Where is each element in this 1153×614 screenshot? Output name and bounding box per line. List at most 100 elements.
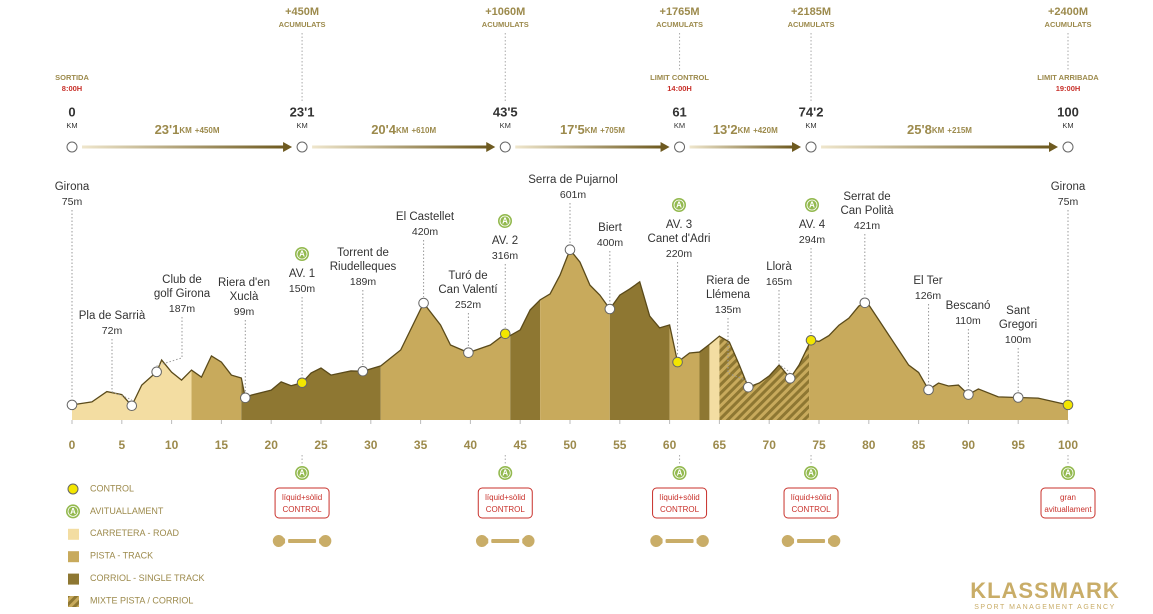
- leg-arrowhead: [660, 142, 670, 152]
- legend-label: PISTA - TRACK: [90, 551, 153, 561]
- x-tick-label: 75: [812, 438, 826, 452]
- leader-line: [111, 339, 132, 401]
- wrench-end: [650, 535, 663, 547]
- waypoint-name: Can Polità: [840, 205, 894, 217]
- accumulated-note: ACUMULATS: [279, 20, 326, 29]
- accumulated-gain: +450M: [285, 6, 319, 18]
- aid-icon-letter: A: [299, 250, 305, 259]
- km-label: 61: [672, 104, 686, 119]
- aid-icon-ring: [805, 467, 817, 479]
- x-tick-label: 5: [118, 438, 125, 452]
- x-tick-label: 40: [464, 438, 478, 452]
- wrench-end: [272, 535, 286, 547]
- waypoint-elevation: 421m: [854, 220, 881, 232]
- leg-arrow: [689, 145, 794, 149]
- km-marker: [805, 141, 817, 153]
- x-tick-label: 30: [364, 438, 378, 452]
- waypoint-dot: [499, 328, 511, 340]
- waypoint-elevation: 189m: [350, 276, 377, 288]
- aid-box: [652, 487, 708, 519]
- time-value: 8:00H: [62, 84, 82, 93]
- leg-label: 13'2KM +420M: [713, 122, 778, 137]
- x-tick-label: 0: [69, 438, 76, 452]
- km-label: 100: [1057, 104, 1079, 119]
- leg-part: +450M: [195, 126, 220, 135]
- leg-part: +420M: [753, 126, 778, 135]
- leg-part: 23'1: [155, 122, 180, 137]
- x-tick-label: 45: [514, 438, 528, 452]
- aid-icon-letter: A: [502, 217, 508, 226]
- surface-band: [380, 249, 511, 420]
- aid-text: CONTROL: [660, 505, 700, 514]
- x-tick-label: 80: [862, 438, 876, 452]
- aid-icon-ring: [499, 467, 511, 479]
- waypoint-name: Riera de: [706, 275, 749, 287]
- time-note: LIMIT ARRIBADA: [1037, 73, 1099, 82]
- x-tick-label: 55: [613, 438, 627, 452]
- aid-icon-ring: [499, 215, 511, 227]
- km-unit: KM: [805, 121, 816, 130]
- waypoint-name: golf Girona: [154, 288, 211, 300]
- waypoint-dot: [672, 356, 683, 368]
- aid-box: [783, 487, 839, 519]
- waypoint-name: Llémena: [706, 289, 751, 301]
- wrench-end: [696, 535, 709, 547]
- aid-icon-letter: A: [677, 469, 683, 478]
- km-marker: [499, 141, 511, 153]
- aid-text: CONTROL: [283, 505, 323, 514]
- wrench-icon: [650, 535, 709, 547]
- km-label: 0: [68, 104, 75, 119]
- leg-part: +215M: [947, 126, 972, 135]
- leg-part: KM: [585, 126, 598, 135]
- x-tick-label: 15: [215, 438, 229, 452]
- leg-part: 20'4: [371, 122, 397, 137]
- leg-arrow: [821, 145, 1050, 149]
- aid-box: [274, 487, 330, 519]
- aid-icon-letter: A: [502, 469, 508, 478]
- waypoint-elevation: 400m: [597, 237, 624, 249]
- wrench-icon: [475, 535, 535, 547]
- leg-arrow: [312, 145, 488, 149]
- leader-line: [156, 317, 183, 367]
- km-marker: [66, 141, 78, 153]
- aid-text: líquid+sòlid: [282, 493, 322, 502]
- waypoint-dot: [923, 384, 934, 396]
- aid-icon-letter: A: [1065, 469, 1071, 478]
- accumulated-gain: +2185M: [791, 6, 831, 18]
- profile-line: [71, 248, 1069, 407]
- wrench-handle: [797, 539, 826, 543]
- waypoint-dot: [742, 381, 754, 393]
- leg-label: 25'8KM +215M: [907, 122, 972, 137]
- accumulated-note: ACUMULATS: [482, 20, 529, 29]
- waypoint-name: AV. 4: [799, 219, 826, 231]
- accumulated-note: ACUMULATS: [788, 20, 835, 29]
- waypoint-name: AV. 1: [289, 268, 315, 280]
- waypoint-dot: [418, 297, 429, 309]
- x-tick-label: 100: [1058, 438, 1078, 452]
- km-marker: [674, 141, 686, 153]
- wrench-end: [828, 535, 841, 547]
- wrench-handle: [491, 539, 520, 543]
- wrench-end: [522, 535, 535, 547]
- accumulated-gain: +1765M: [660, 6, 700, 18]
- x-tick-label: 60: [663, 438, 677, 452]
- waypoint-dot: [805, 334, 817, 346]
- waypoint-elevation: 72m: [102, 325, 123, 337]
- waypoint-name: Can Valentí: [438, 284, 498, 296]
- aid-icon-ring: [67, 505, 79, 517]
- waypoint-name: Llorà: [766, 261, 792, 273]
- waypoint-dot: [66, 399, 78, 411]
- aid-icon-ring: [1062, 467, 1074, 479]
- waypoint-dot: [784, 373, 796, 384]
- km-label: 23'1: [290, 104, 315, 119]
- waypoint-elevation: 135m: [715, 304, 742, 316]
- waypoint-elevation: 165m: [766, 276, 793, 288]
- aid-icon-letter: A: [299, 469, 305, 478]
- km-label: 74'2: [799, 104, 824, 119]
- surface-band: [510, 249, 541, 420]
- waypoint-name: Biert: [598, 222, 622, 234]
- x-tick-label: 35: [414, 438, 428, 452]
- aid-icon-ring: [806, 199, 818, 211]
- leg-arrowhead: [486, 142, 496, 152]
